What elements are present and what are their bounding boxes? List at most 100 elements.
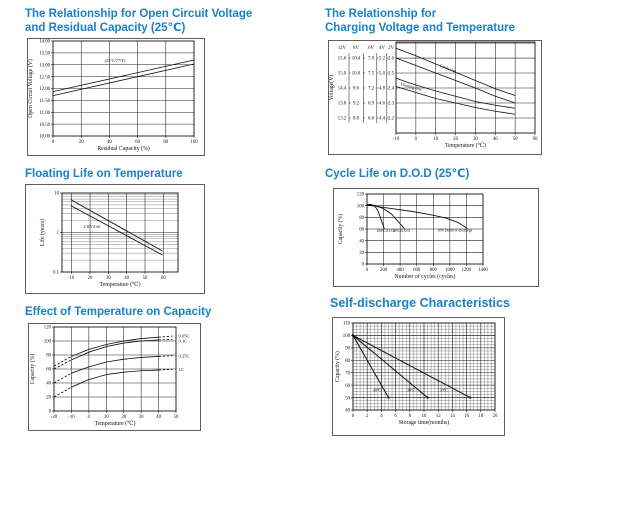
svg-text:0.25C: 0.25C [179, 353, 190, 358]
title-line-2: Charging Voltage and Temperature [325, 21, 515, 34]
svg-text:4.8: 4.8 [379, 87, 386, 92]
chart-title-self-discharge: Self-discharge Characteristics [330, 296, 510, 311]
title-line-1: The Relationship for Open Circuit Voltag… [25, 8, 253, 20]
svg-text:40: 40 [46, 382, 51, 387]
svg-text:6: 6 [394, 414, 397, 419]
svg-text:60: 60 [46, 368, 51, 373]
svg-text:8V: 8V [353, 46, 359, 51]
svg-text:4: 4 [380, 414, 383, 419]
svg-text:5.0: 5.0 [379, 72, 386, 77]
svg-text:2V: 2V [388, 46, 394, 51]
chart-floating-life: 10 20 30 40 50 60 10 1 0.1 Temperature (℃) Life (y… [25, 184, 205, 294]
svg-text:40: 40 [107, 140, 112, 145]
svg-text:80: 80 [345, 359, 350, 364]
svg-text:600: 600 [413, 268, 421, 273]
svg-text:0: 0 [88, 415, 91, 420]
svg-text:20℃: 20℃ [440, 387, 449, 392]
svg-text:10: 10 [54, 192, 59, 197]
open-circuit-voltage-plot: 0 20 40 60 80 100 14.00 13.50 13.00 12.50 12.00 11.… [27, 38, 205, 156]
svg-text:16: 16 [464, 414, 469, 419]
svg-text:10.0: 10.0 [352, 72, 361, 77]
svg-text:30% Depth of discharge: 30% Depth of discharge [437, 228, 472, 232]
svg-text:40: 40 [156, 415, 161, 420]
svg-text:10.50: 10.50 [39, 123, 50, 128]
svg-text:5.2: 5.2 [379, 57, 386, 62]
svg-text:60: 60 [533, 137, 538, 142]
svg-text:1400: 1400 [478, 268, 488, 273]
chart-charging-voltage: -10 0 10 20 30 40 50 60 Temperature (℃) Voltage(V… [328, 40, 542, 155]
title-line-1: Floating Life on Temperature [25, 168, 183, 180]
svg-text:80: 80 [46, 354, 51, 359]
svg-text:110: 110 [343, 322, 351, 327]
svg-text:6.9: 6.9 [368, 102, 375, 107]
svg-text:-10: -10 [393, 137, 400, 142]
self-discharge-plot: 0 2 4 6 8 10 12 14 16 18 20 110 100 90 80 70 60 50 40 Stora… [332, 317, 505, 436]
svg-text:50: 50 [513, 137, 518, 142]
svg-text:20: 20 [79, 140, 84, 145]
svg-text:60: 60 [161, 276, 166, 281]
svg-text:100: 100 [190, 140, 198, 145]
svg-text:1: 1 [57, 231, 60, 236]
svg-text:Number of cycles (cycles): Number of cycles (cycles) [394, 273, 455, 280]
chart-title-cycle-life: Cycle Life on D.O.D (25℃) [325, 168, 469, 182]
svg-text:20: 20 [46, 396, 51, 401]
title-line-2: and Residual Capacity (25℃) [25, 21, 186, 34]
svg-text:12: 12 [436, 414, 441, 419]
svg-text:30℃: 30℃ [407, 387, 416, 392]
svg-text:50: 50 [174, 415, 179, 420]
svg-text:(25°C/77°F): (25°C/77°F) [105, 58, 126, 63]
svg-text:1C: 1C [179, 367, 184, 372]
title-line-1: Effect of Temperature on Capacity [25, 306, 212, 318]
svg-text:Voltage(V): Voltage(V) [328, 75, 335, 101]
svg-text:Storage time(months): Storage time(months) [399, 419, 449, 426]
svg-text:50: 50 [345, 396, 350, 401]
chart-temperature-capacity: -20 -10 0 10 20 30 40 50 0 20 40 60 80 100 120 Temperat… [28, 323, 201, 431]
svg-text:4V: 4V [379, 46, 385, 51]
svg-text:7.5: 7.5 [368, 72, 375, 77]
svg-text:4.4: 4.4 [379, 117, 386, 122]
svg-text:120: 120 [357, 193, 365, 198]
chart-title-open-circuit-voltage: The Relationship for Open Circuit Voltag… [25, 8, 252, 35]
svg-text:10: 10 [433, 137, 438, 142]
svg-text:12V: 12V [338, 46, 347, 51]
svg-text:2.4: 2.4 [388, 87, 395, 92]
svg-text:70: 70 [345, 371, 350, 376]
svg-text:0.05C: 0.05C [179, 334, 190, 339]
svg-text:1200: 1200 [462, 268, 472, 273]
svg-text:Floating Use: Floating Use [400, 81, 422, 92]
chart-title-charging-voltage: The Relationship for Charging Voltage an… [325, 8, 515, 35]
svg-text:13.50: 13.50 [39, 52, 50, 57]
svg-text:8.8: 8.8 [353, 117, 360, 122]
svg-text:50: 50 [143, 276, 148, 281]
svg-text:40℃: 40℃ [373, 387, 382, 392]
title-line-1: Self-discharge Characteristics [330, 296, 510, 310]
svg-text:0.1: 0.1 [53, 271, 60, 276]
cycle-life-plot: 0 200 400 600 800 1000 1200 1400 0 20 40 60 80 100 120… [333, 188, 539, 287]
svg-text:Cycle Use: Cycle Use [439, 63, 457, 74]
svg-text:100% D.O.D: 100% D.O.D [376, 229, 395, 233]
svg-text:2: 2 [366, 414, 369, 419]
svg-text:Capacity (%): Capacity (%) [334, 351, 341, 382]
svg-text:14.4: 14.4 [338, 87, 347, 92]
svg-text:0: 0 [415, 137, 418, 142]
svg-text:100: 100 [343, 334, 351, 339]
svg-text:2.5: 2.5 [388, 72, 395, 77]
svg-text:9.6: 9.6 [353, 87, 360, 92]
floating-life-plot: 10 20 30 40 50 60 10 1 0.1 Temperature (℃) Life (y… [25, 184, 205, 294]
svg-text:7.2: 7.2 [368, 87, 375, 92]
chart-cycle-life: 0 200 400 600 800 1000 1200 1400 0 20 40 60 80 100 120… [333, 188, 539, 287]
svg-text:20: 20 [453, 137, 458, 142]
svg-text:0: 0 [49, 410, 52, 415]
svg-text:80: 80 [163, 140, 168, 145]
svg-text:60: 60 [345, 384, 350, 389]
svg-text:100: 100 [44, 340, 52, 345]
svg-text:200: 200 [380, 268, 388, 273]
chart-self-discharge: 0 2 4 6 8 10 12 14 16 18 20 110 100 90 80 70 60 50 40 Stora… [332, 317, 505, 436]
svg-text:10: 10 [104, 415, 109, 420]
chart-open-circuit-voltage: 0 20 40 60 80 100 14.00 13.50 13.00 12.50 12.00 11.… [27, 38, 205, 156]
svg-text:0: 0 [52, 140, 55, 145]
svg-text:Temperature (℃): Temperature (℃) [100, 281, 141, 288]
svg-text:Residual Capacity (%): Residual Capacity (%) [97, 145, 150, 152]
svg-text:6.6: 6.6 [368, 117, 375, 122]
svg-text:2.6: 2.6 [388, 57, 395, 62]
